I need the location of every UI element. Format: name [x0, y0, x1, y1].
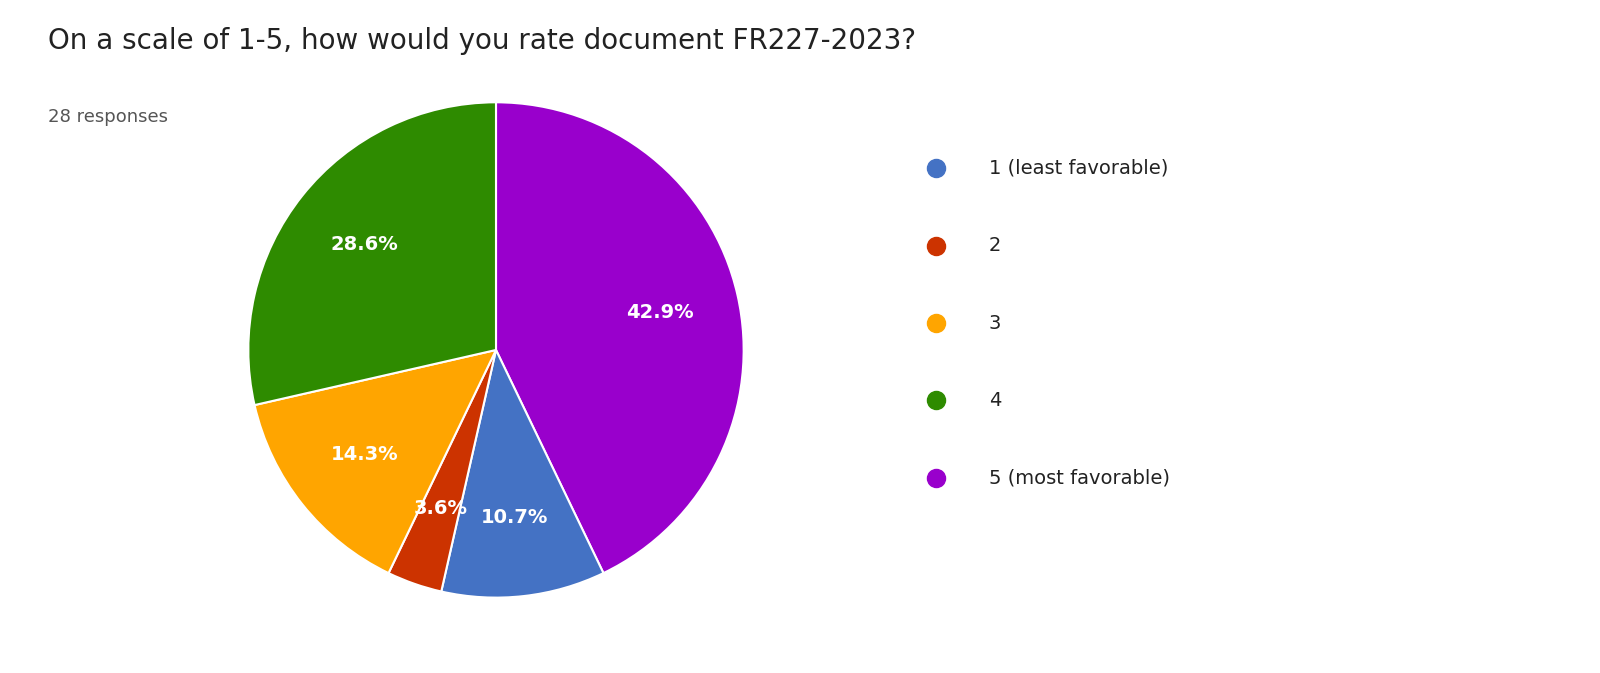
Wedge shape — [496, 102, 744, 573]
Wedge shape — [389, 350, 496, 592]
Text: 4: 4 — [989, 391, 1002, 410]
Text: On a scale of 1-5, how would you rate document FR227-2023?: On a scale of 1-5, how would you rate do… — [48, 27, 917, 55]
Wedge shape — [248, 102, 496, 405]
Wedge shape — [442, 350, 603, 598]
Text: 14.3%: 14.3% — [331, 446, 398, 464]
Text: 28.6%: 28.6% — [331, 236, 398, 254]
Text: 42.9%: 42.9% — [626, 303, 694, 322]
Text: 2: 2 — [989, 236, 1002, 255]
Text: 1 (least favorable): 1 (least favorable) — [989, 159, 1168, 178]
Text: 3: 3 — [989, 314, 1002, 332]
Text: 10.7%: 10.7% — [482, 508, 549, 527]
Wedge shape — [254, 350, 496, 573]
Text: 28 responses: 28 responses — [48, 108, 168, 126]
Text: 3.6%: 3.6% — [413, 499, 467, 518]
Text: 5 (most favorable): 5 (most favorable) — [989, 468, 1170, 487]
